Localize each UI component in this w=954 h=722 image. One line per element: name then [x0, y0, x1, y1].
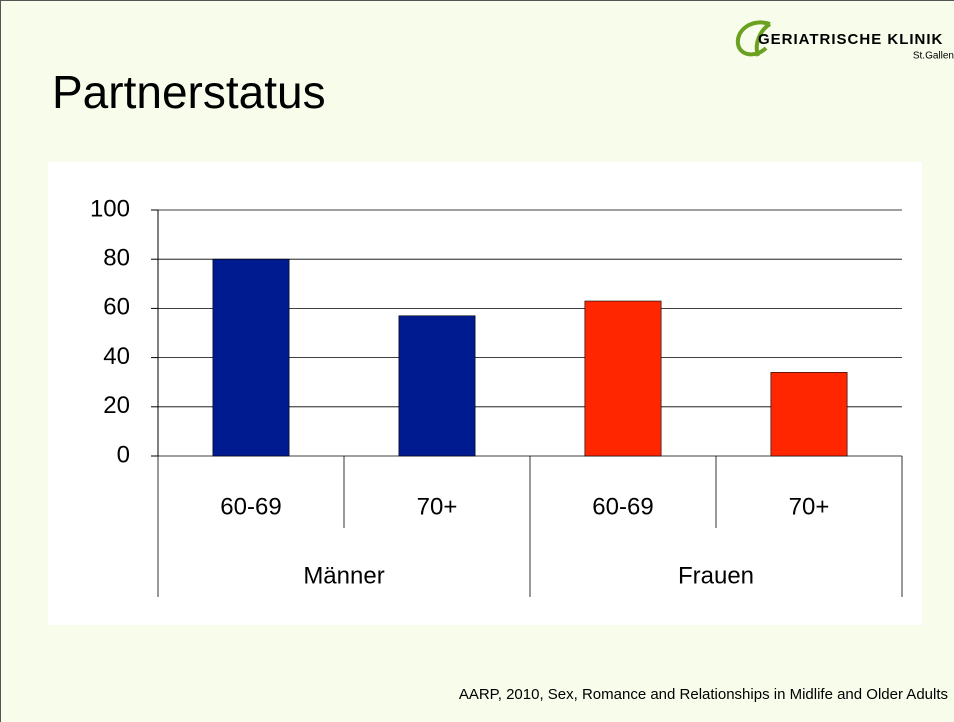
x-tick-label: 60-69 — [220, 493, 281, 520]
bar — [770, 372, 848, 457]
logo-mark — [735, 20, 772, 57]
chart-title: Partnerstatus — [52, 66, 326, 118]
bar — [584, 300, 662, 457]
x-tick-label: 70+ — [789, 493, 830, 520]
bar — [398, 315, 476, 457]
group-label: Männer — [303, 562, 384, 589]
y-tick-label: 80 — [103, 245, 130, 272]
y-tick-label: 40 — [103, 343, 130, 370]
y-tick-label: 100 — [90, 195, 130, 222]
y-tick-label: 20 — [103, 392, 130, 419]
logo-place: St.Gallen — [913, 51, 954, 62]
y-tick-label: 60 — [103, 294, 130, 321]
bar — [212, 258, 290, 457]
x-tick-label: 70+ — [417, 493, 458, 520]
group-label: Frauen — [678, 562, 754, 589]
logo-name: GERIATRISCHE KLINIK — [758, 31, 943, 48]
source-note: AARP, 2010, Sex, Romance and Relationshi… — [459, 686, 948, 703]
y-tick-label: 0 — [117, 441, 130, 468]
x-tick-label: 60-69 — [592, 493, 653, 520]
